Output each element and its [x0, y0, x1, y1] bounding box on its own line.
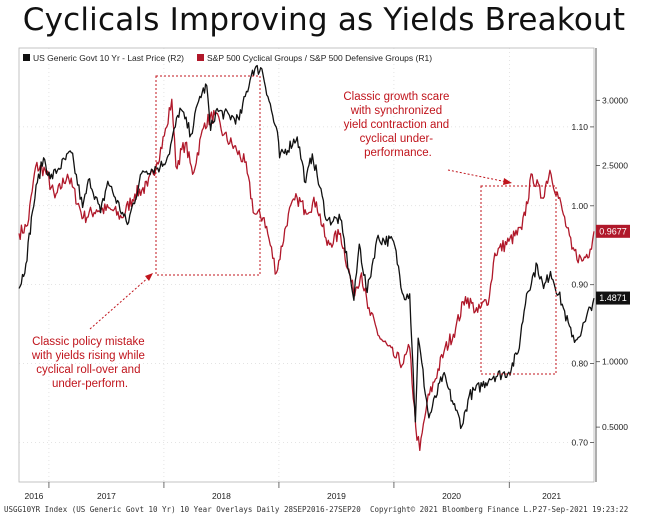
plot-frame — [18, 47, 595, 483]
r1-tick-label: 0.90 — [571, 280, 588, 290]
legend-label-yield: US Generic Govt 10 Yr - Last Price (R2) — [33, 53, 184, 63]
footer-copyright: Copyright© 2021 Bloomberg Finance L.P. — [370, 505, 542, 514]
x-tick-label: 2019 — [327, 491, 346, 501]
annotation-arrowhead-right — [503, 178, 512, 185]
annotation-left: Classic policy mistake with yields risin… — [31, 336, 148, 390]
footer-index-description: USGG10YR Index (US Generic Govt 10 Yr) 1… — [4, 505, 361, 514]
annotation-right: Classic growth scare with synchronized y… — [343, 91, 452, 159]
last-value-tag-ratio-bg — [596, 224, 630, 238]
last-value-tag-ratio-text: 0.9677 — [599, 226, 627, 236]
footer-timestamp: 27-Sep-2021 19:23:22 — [538, 505, 629, 514]
last-value-tag-yield-text: 1.4871 — [599, 293, 627, 303]
x-tick-label: 2018 — [212, 491, 231, 501]
legend-background — [21, 51, 476, 64]
x-axis: 2016 2017 2018 2019 2020 2021 — [25, 482, 561, 501]
r1-tick-label: 1.00 — [571, 201, 588, 211]
annotation-left-line: cyclical roll-over and — [36, 364, 140, 376]
annotation-arrow-left — [89, 275, 151, 330]
annotation-right-line: with synchronized — [350, 105, 442, 117]
r2-tick-label: 3.0000 — [602, 95, 628, 105]
legend-label-ratio: S&P 500 Cyclical Groups / S&P 500 Defens… — [207, 53, 432, 63]
last-value-tag-ratio: 0.9677 — [596, 224, 630, 238]
y-axis-r1: 0.70 0.80 0.90 1.00 1.10 — [571, 122, 594, 448]
annotation-left-line: Classic policy mistake — [32, 336, 144, 348]
legend-swatch-ratio — [197, 54, 204, 61]
r2-tick-label: 0.5000 — [602, 422, 628, 432]
r2-tick-label: 2.5000 — [602, 161, 628, 171]
annotation-right-line: performance. — [364, 147, 432, 159]
x-tick-label: 2016 — [25, 491, 44, 501]
r1-tick-label: 1.10 — [571, 122, 588, 132]
series-line-yield — [18, 64, 595, 430]
series-layer — [18, 64, 595, 452]
x-tick-label: 2017 — [97, 491, 116, 501]
annotation-left-line: with yields rising while — [31, 350, 145, 362]
r1-tick-label: 0.80 — [571, 359, 588, 369]
series-line-ratio — [18, 98, 595, 452]
highlight-box-2021 — [480, 185, 557, 375]
annotation-left-line: under-perform. — [52, 378, 128, 390]
annotation-right-line: cyclical under- — [360, 133, 434, 145]
annotation-right-line: yield contraction and — [344, 119, 449, 131]
last-value-tag-yield: 1.4871 — [596, 291, 630, 305]
x-tick-label: 2020 — [442, 491, 461, 501]
annotation-arrow-right — [447, 169, 508, 183]
annotation-right-line: Classic growth scare — [343, 91, 449, 103]
legend-swatch-yield — [23, 54, 30, 61]
last-value-tag-yield-bg — [596, 291, 630, 305]
annotation-arrowhead-left — [145, 273, 153, 281]
highlight-box-2018 — [155, 75, 261, 276]
x-tick-label: 2021 — [542, 491, 561, 501]
grid — [19, 48, 594, 482]
r2-tick-label: 1.0000 — [602, 357, 628, 367]
r1-tick-label: 0.70 — [571, 438, 588, 448]
page-title: Cyclicals Improving as Yields Breakout — [22, 2, 626, 38]
